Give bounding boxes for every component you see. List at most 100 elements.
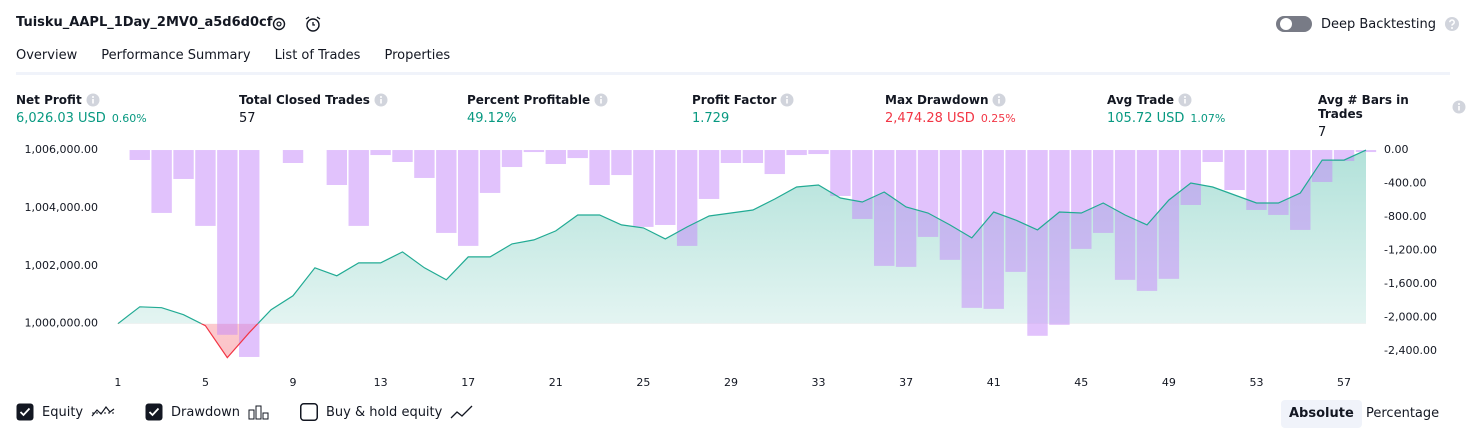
- drawdown-bar: [633, 150, 654, 227]
- drawdown-bar: [895, 150, 917, 267]
- checkbox[interactable]: [300, 403, 318, 421]
- metric-value-row: 105.72 USD 1.07%: [1107, 111, 1225, 126]
- scale-button[interactable]: Percentage: [1366, 406, 1440, 421]
- y2-tick-label: -1,200.00: [1384, 243, 1437, 256]
- metric-value-row: 49.12%: [467, 111, 608, 126]
- metric-label: Net Profit: [16, 93, 82, 107]
- drawdown-bar: [523, 150, 545, 153]
- drawdown-bar: [961, 150, 983, 308]
- metric-value: 2,474.28 USD: [885, 111, 975, 126]
- toggle-icon: [450, 404, 474, 420]
- drawdown-bar: [326, 150, 348, 185]
- x-tick-label: 33: [812, 376, 826, 389]
- toggle-icon: [91, 404, 115, 420]
- x-tick-label: 29: [724, 376, 738, 389]
- y2-tick-label: -1,600.00: [1384, 277, 1437, 290]
- metric-value-row: 1.729: [692, 111, 794, 126]
- metric-value: 1.729: [692, 111, 730, 126]
- toggle-label: Drawdown: [171, 404, 241, 420]
- metric-label-row: Net Profit: [16, 93, 147, 107]
- toggle-label: Equity: [42, 404, 84, 420]
- metric-label-row: Percent Profitable: [467, 93, 608, 107]
- metric: Net Profit 6,026.03 USD 0.60%: [16, 93, 147, 126]
- metric-label: Total Closed Trades: [239, 93, 370, 107]
- info-icon[interactable]: [374, 93, 388, 107]
- strategy-title: Tuisku_AAPL_1Day_2MV0_a5d6d0cf: [16, 15, 273, 30]
- info-icon[interactable]: [780, 93, 794, 107]
- metric-label-row: Avg # Bars in Trades: [1318, 93, 1466, 121]
- drawdown-bar: [939, 150, 961, 260]
- metric-label: Profit Factor: [692, 93, 777, 107]
- drawdown-bar: [808, 150, 829, 155]
- drawdown-bar: [414, 150, 435, 178]
- settings-icon[interactable]: [270, 15, 288, 33]
- x-tick-label: 37: [899, 376, 913, 389]
- toggle-switch[interactable]: [1275, 14, 1313, 34]
- info-icon[interactable]: [1178, 93, 1192, 107]
- metric-value: 105.72 USD: [1107, 111, 1185, 126]
- y2-tick-label: -2,000.00: [1384, 310, 1437, 323]
- series-toggle[interactable]: Drawdown: [145, 403, 270, 421]
- help-icon[interactable]: [1444, 16, 1460, 32]
- metric: Max Drawdown 2,474.28 USD 0.25%: [885, 93, 1016, 126]
- scale-button[interactable]: Absolute: [1281, 400, 1362, 428]
- info-icon[interactable]: [992, 93, 1006, 107]
- series-toggle[interactable]: Equity: [16, 403, 115, 421]
- metric-label-row: Profit Factor: [692, 93, 794, 107]
- x-tick-label: 25: [636, 376, 650, 389]
- x-tick-label: 45: [1074, 376, 1088, 389]
- chart: 1,000,000.00 1,002,000.00 1,004,000.00 1,00…: [25, 143, 1437, 389]
- metric-label: Avg # Bars in Trades: [1318, 93, 1409, 121]
- metric-value: 6,026.03 USD: [16, 111, 106, 126]
- metric-label: Max Drawdown: [885, 93, 989, 107]
- toggle-label: Buy & hold equity: [326, 404, 443, 420]
- drawdown-bar: [786, 150, 807, 156]
- drawdown-bar: [983, 150, 1004, 309]
- x-tick-label: 53: [1249, 376, 1263, 389]
- drawdown-bar: [917, 150, 939, 237]
- drawdown-bar: [1005, 150, 1026, 272]
- drawdown-bar: [1092, 150, 1114, 233]
- info-icon[interactable]: [1452, 100, 1466, 114]
- drawdown-bar: [852, 150, 873, 219]
- drawdown-bar: [830, 150, 851, 196]
- drawdown-bar: [676, 150, 698, 246]
- tab[interactable]: Performance Summary: [101, 48, 251, 63]
- drawdown-bar: [1202, 150, 1223, 162]
- drawdown-bar: [1355, 150, 1377, 153]
- y-tick-label: 1,002,000.00: [25, 259, 98, 272]
- x-tick-label: 41: [987, 376, 1001, 389]
- drawdown-bar: [1180, 150, 1201, 205]
- series-toggle[interactable]: Buy & hold equity: [300, 403, 474, 421]
- tab[interactable]: List of Trades: [274, 48, 361, 63]
- drawdown-bar: [874, 150, 895, 266]
- drawdown-bar: [764, 150, 785, 175]
- y2-tick-label: -800.00: [1384, 210, 1426, 223]
- alert-icon[interactable]: [303, 14, 323, 34]
- y-tick-label: 1,006,000.00: [25, 143, 98, 156]
- drawdown-bar: [589, 150, 610, 185]
- metric-value-row: 7: [1318, 125, 1466, 140]
- metric: Percent Profitable 49.12%: [467, 93, 608, 126]
- metric-value-row: 57: [239, 111, 388, 126]
- drawdown-bar: [1049, 150, 1070, 325]
- metric: Profit Factor 1.729: [692, 93, 794, 126]
- checkbox[interactable]: [16, 403, 34, 421]
- metric: Total Closed Trades 57: [239, 93, 388, 126]
- metric-value-row: 2,474.28 USD 0.25%: [885, 111, 1016, 126]
- toggle-icon: [248, 404, 270, 420]
- drawdown-bar: [1071, 150, 1092, 249]
- x-tick-label: 57: [1337, 376, 1351, 389]
- checkbox[interactable]: [145, 403, 163, 421]
- metric-percent: 0.60%: [111, 112, 147, 125]
- deep-backtesting: Deep Backtesting: [1275, 14, 1460, 34]
- drawdown-bar: [1311, 150, 1333, 182]
- x-tick-label: 21: [549, 376, 563, 389]
- x-tick-label: 49: [1162, 376, 1176, 389]
- tab[interactable]: Properties: [384, 48, 451, 63]
- info-icon[interactable]: [594, 93, 608, 107]
- drawdown-bar: [611, 150, 632, 176]
- x-tick-label: 17: [461, 376, 475, 389]
- info-icon[interactable]: [86, 93, 100, 107]
